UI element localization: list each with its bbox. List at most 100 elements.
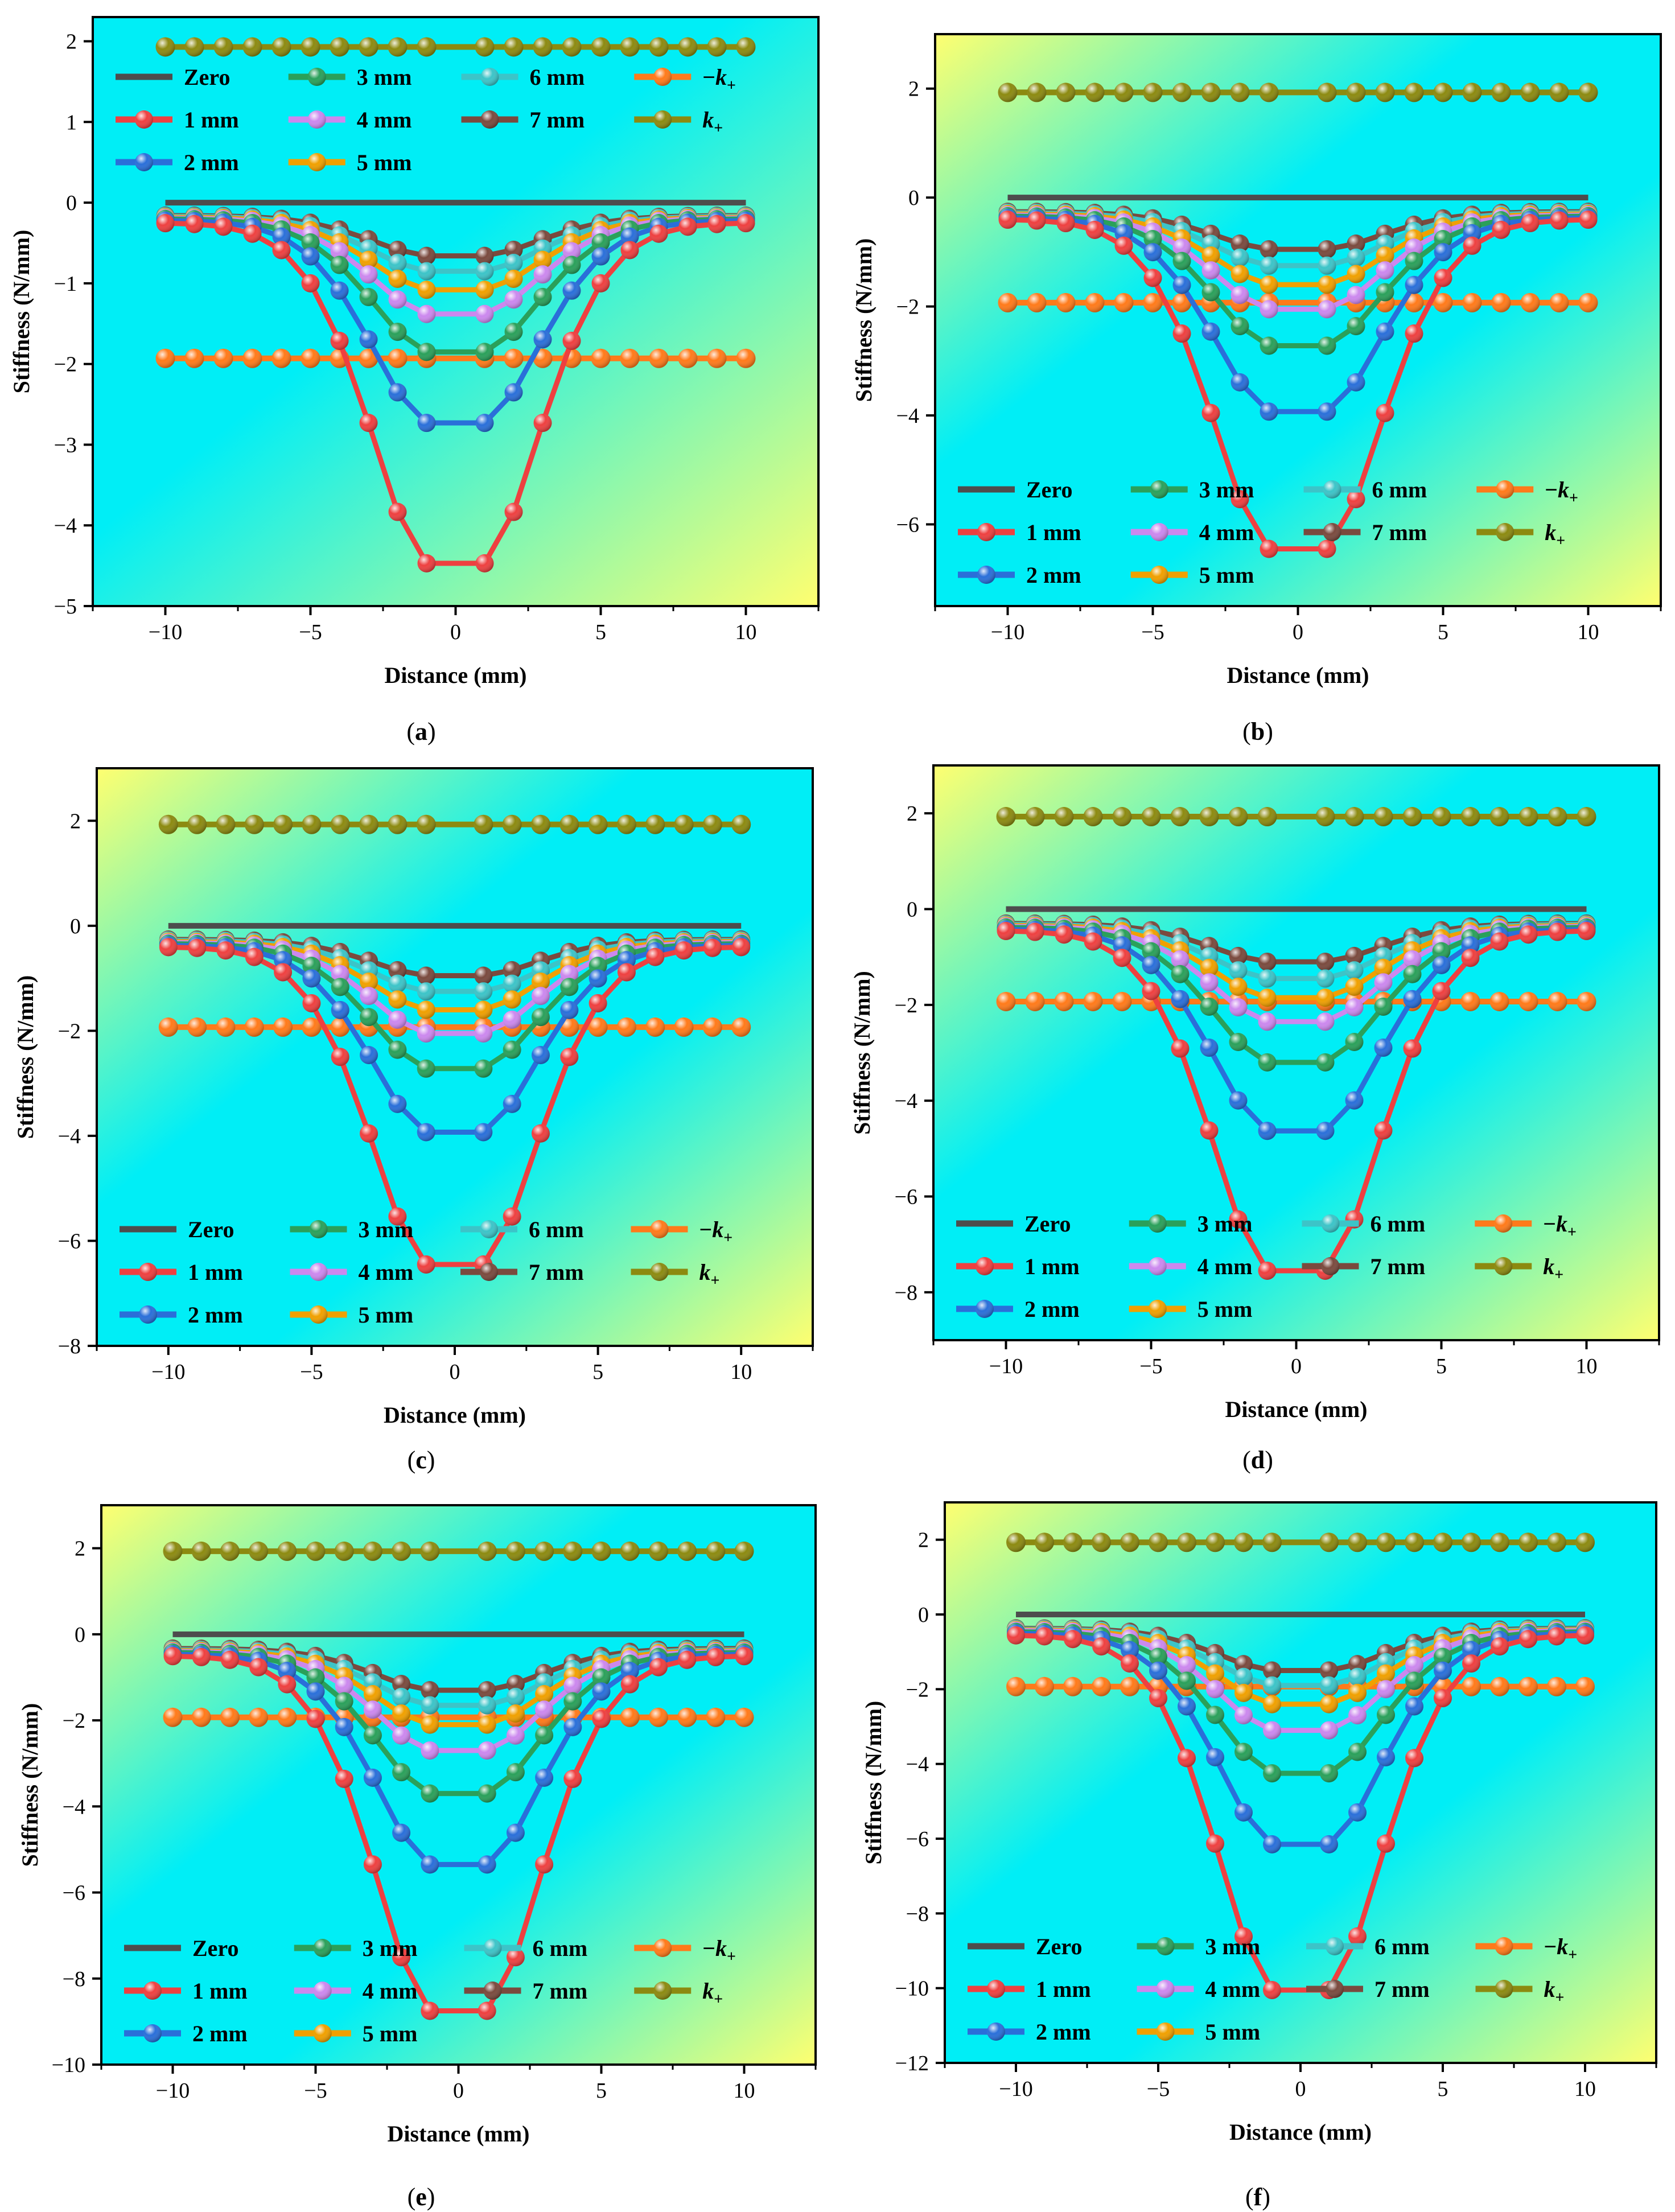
data-point-shine — [649, 224, 668, 243]
data-point-shine — [244, 814, 264, 834]
data-point-shine — [1317, 83, 1337, 102]
data-point-shine — [535, 1726, 554, 1745]
legend-label: 3 mm — [363, 1935, 418, 1961]
legend-item-2mm: 2 mm — [968, 2019, 1091, 2045]
data-point-shine — [277, 1541, 297, 1561]
data-point-shine — [1579, 211, 1598, 229]
legend-label: 4 mm — [359, 1259, 414, 1285]
data-point-shine — [592, 1682, 611, 1701]
legend-label: 2 mm — [188, 1302, 243, 1328]
data-point-shine — [677, 1707, 697, 1727]
data-point-shine — [1113, 949, 1131, 967]
legend-swatch-shine — [977, 566, 995, 584]
data-point-shine — [478, 1681, 496, 1700]
data-point-shine — [306, 1541, 326, 1561]
y-axis-label: Stiffness (N/mm) — [861, 1701, 886, 1865]
legend-item-2mm: 2 mm — [120, 1302, 243, 1328]
data-point-shine — [1085, 220, 1104, 239]
data-point-shine — [678, 348, 698, 368]
legend: Zero 3 mm 6 mm −k+ 1 mm 4 mm 7 mm k+ 2 mm 5 mm — [968, 1934, 1577, 2045]
data-point-shine — [187, 1017, 207, 1037]
data-point-shine — [1229, 978, 1248, 996]
series-group — [158, 814, 751, 1274]
data-point-shine — [1320, 1835, 1338, 1853]
data-point-shine — [1462, 1533, 1481, 1552]
data-point-shine — [1178, 1656, 1196, 1675]
x-tick-label: 5 — [1438, 2077, 1448, 2101]
legend-swatch-shine — [480, 68, 499, 86]
legend-swatch-shine — [135, 110, 153, 129]
data-point-shine — [244, 1017, 264, 1037]
data-point-shine — [1347, 373, 1365, 392]
data-point-shine — [392, 1675, 411, 1694]
data-point-shine — [1548, 807, 1567, 827]
data-point-shine — [1035, 1533, 1054, 1552]
data-point-shine — [1518, 1533, 1538, 1552]
data-point-shine — [674, 814, 694, 834]
data-point-shine — [562, 256, 581, 274]
data-point-shine — [620, 37, 640, 57]
data-point-shine — [1121, 1654, 1139, 1673]
data-point-shine — [1316, 969, 1335, 988]
data-point-shine — [1461, 936, 1480, 955]
data-point-shine — [1316, 953, 1335, 971]
data-point-shine — [1348, 1533, 1367, 1552]
data-point-shine — [506, 1704, 525, 1723]
x-tick-label: 5 — [1436, 1354, 1447, 1378]
data-point-shine — [1258, 1012, 1277, 1031]
data-point-shine — [392, 1763, 411, 1782]
y-tick-label: −5 — [54, 595, 77, 619]
data-point-shine — [359, 414, 378, 432]
data-point-shine — [1376, 246, 1394, 265]
legend-item-3mm: 3 mm — [1130, 477, 1254, 502]
legend-swatch-shine — [483, 1939, 502, 1957]
data-point-shine — [535, 1685, 554, 1704]
data-point-shine — [1083, 991, 1103, 1011]
data-point-shine — [392, 1948, 411, 1967]
data-point-shine — [1374, 1039, 1393, 1057]
data-point-shine — [155, 348, 175, 368]
data-point-shine — [1377, 1680, 1395, 1699]
data-point-shine — [506, 1823, 525, 1842]
data-point-shine — [388, 1040, 407, 1059]
data-point-shine — [592, 1710, 611, 1728]
legend-item-1mm: 1 mm — [116, 107, 239, 133]
x-tick-label: −10 — [989, 1354, 1023, 1378]
data-point-shine — [1489, 991, 1509, 1011]
data-point-shine — [592, 1668, 611, 1687]
data-point-shine — [1027, 211, 1046, 230]
data-point-shine — [731, 1017, 751, 1037]
data-point-shine — [1376, 403, 1394, 422]
data-point-shine — [1149, 1533, 1168, 1552]
data-point-shine — [475, 414, 494, 432]
data-point-shine — [242, 348, 262, 368]
legend-label: 7 mm — [530, 107, 585, 133]
data-point-shine — [1170, 807, 1190, 827]
legend-item-5mm: 5 mm — [1130, 562, 1254, 588]
data-point-shine — [591, 348, 611, 368]
data-point-shine — [736, 348, 756, 368]
data-point-shine — [363, 1768, 382, 1787]
x-tick-label: 5 — [596, 2079, 607, 2103]
data-point-shine — [1056, 83, 1076, 102]
data-point-shine — [187, 814, 207, 834]
data-point-shine — [1201, 403, 1220, 422]
data-point-shine — [421, 1681, 439, 1700]
data-point-shine — [1258, 969, 1277, 988]
y-tick-label: 0 — [66, 191, 77, 215]
legend-label: 5 mm — [359, 1302, 414, 1328]
data-point-shine — [1377, 1664, 1395, 1683]
data-point-shine — [1229, 998, 1248, 1017]
data-point-shine — [1348, 1743, 1367, 1761]
legend-item-zero: Zero — [120, 1217, 234, 1242]
legend-swatch-shine — [1323, 480, 1341, 499]
data-point-shine — [277, 1707, 297, 1727]
series-1mm — [159, 938, 751, 1274]
data-point-shine — [503, 1094, 521, 1113]
data-point-shine — [185, 215, 204, 233]
x-tick-label: 0 — [1291, 1354, 1302, 1378]
x-axis-label: Distance (mm) — [1225, 1397, 1368, 1422]
y-tick-label: −8 — [906, 1902, 929, 1926]
data-point-shine — [1432, 982, 1451, 1000]
legend-item-7mm: 7 mm — [461, 107, 585, 133]
